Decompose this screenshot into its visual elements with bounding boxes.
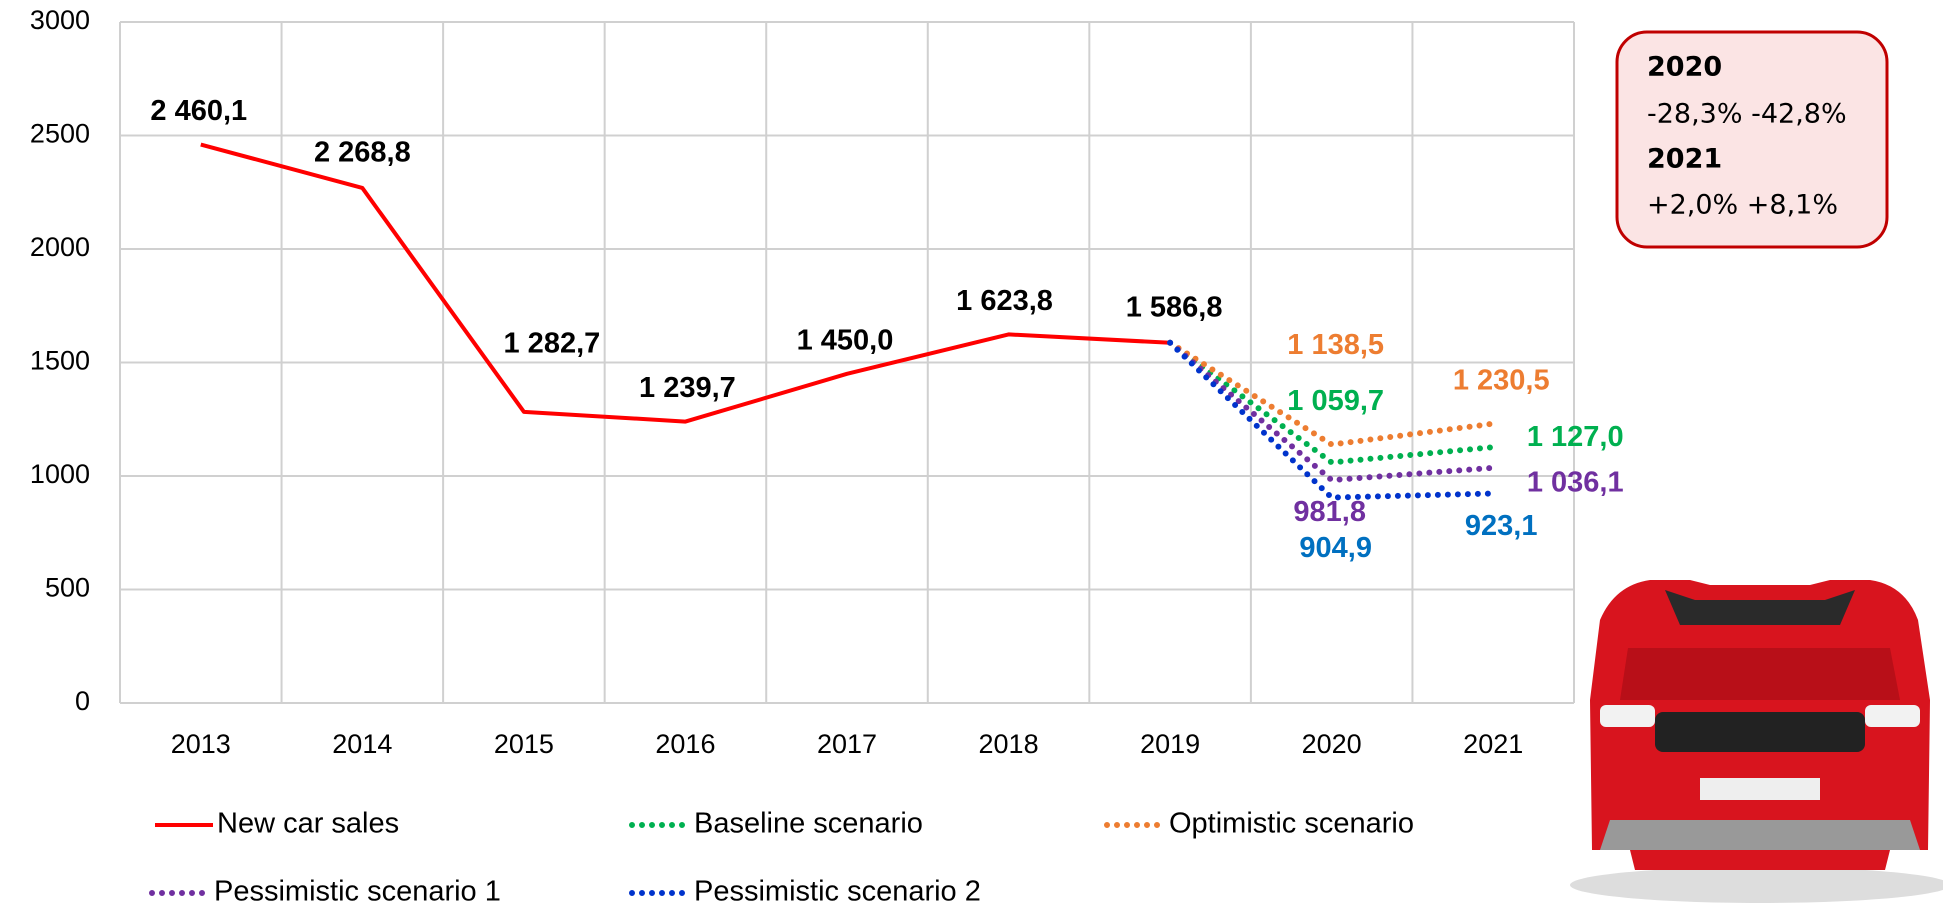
y-tick-label: 3000 xyxy=(30,5,90,35)
value-label: 923,1 xyxy=(1465,510,1538,542)
legend-label: Optimistic scenario xyxy=(1169,808,1414,840)
y-tick-label: 1500 xyxy=(30,346,90,376)
series-line xyxy=(1167,339,1497,448)
x-tick-label: 2015 xyxy=(494,729,554,759)
info-text: -28,3% -42,8% xyxy=(1647,99,1847,130)
x-tick-label: 2019 xyxy=(1140,729,1200,759)
series-line xyxy=(1167,339,1497,501)
x-tick-label: 2017 xyxy=(817,729,877,759)
y-tick-label: 500 xyxy=(45,573,90,603)
value-label: 1 623,8 xyxy=(956,285,1053,317)
value-label: 1 282,7 xyxy=(504,327,601,359)
info-text: +2,0% +8,1% xyxy=(1647,190,1838,221)
value-label: 1 239,7 xyxy=(639,372,736,404)
value-label: 2 460,1 xyxy=(150,95,247,127)
info-year: 2020 xyxy=(1647,52,1722,83)
car-image xyxy=(1570,580,1943,903)
value-label: 1 450,0 xyxy=(797,325,894,357)
value-label: 1 127,0 xyxy=(1527,421,1624,453)
y-tick-label: 2000 xyxy=(30,232,90,262)
value-label: 1 036,1 xyxy=(1527,466,1624,498)
y-tick-label: 2500 xyxy=(30,119,90,149)
legend-label: Baseline scenario xyxy=(694,808,923,840)
x-tick-label: 2018 xyxy=(979,729,1039,759)
value-label: 1 059,7 xyxy=(1287,385,1384,417)
value-label: 2 268,8 xyxy=(314,137,411,169)
series-line xyxy=(1167,339,1497,484)
x-tick-label: 2021 xyxy=(1463,729,1523,759)
x-tick-label: 2013 xyxy=(171,729,231,759)
series-line xyxy=(1167,339,1497,466)
value-label: 1 230,5 xyxy=(1453,364,1550,396)
x-tick-label: 2016 xyxy=(655,729,715,759)
legend-label: Pessimistic scenario 1 xyxy=(214,876,501,908)
value-label: 981,8 xyxy=(1293,496,1366,528)
info-box-frame xyxy=(1615,30,1889,249)
legend-label: New car sales xyxy=(217,808,399,840)
legend-label: Pessimistic scenario 2 xyxy=(694,876,981,908)
x-tick-label: 2020 xyxy=(1302,729,1362,759)
value-label: 904,9 xyxy=(1299,532,1372,564)
value-label: 1 586,8 xyxy=(1126,291,1223,323)
x-tick-label: 2014 xyxy=(332,729,392,759)
y-tick-label: 0 xyxy=(75,686,90,716)
info-box: 2020 -28,3% -42,8% 2021 +2,0% +8,1% xyxy=(1615,30,1889,249)
info-year: 2021 xyxy=(1647,144,1722,175)
series-line xyxy=(200,142,1171,424)
y-tick-label: 1000 xyxy=(30,459,90,489)
value-label: 1 138,5 xyxy=(1287,329,1384,361)
